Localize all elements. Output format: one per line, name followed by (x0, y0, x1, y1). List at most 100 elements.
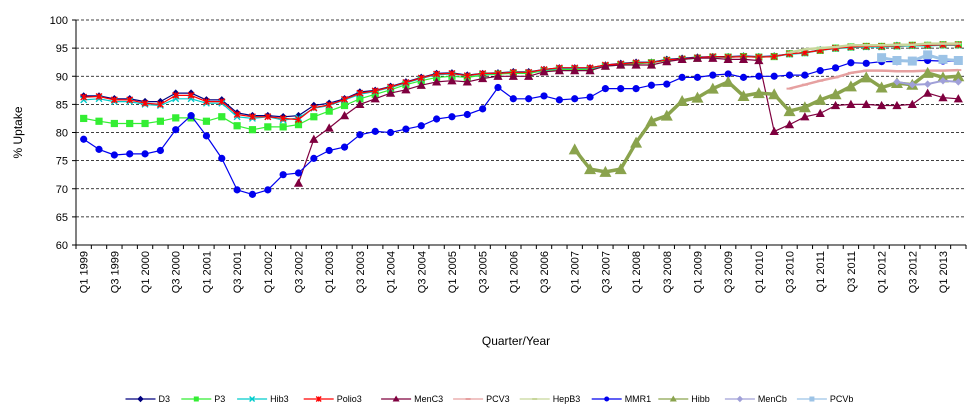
legend-marker-mmr1 (604, 396, 610, 402)
legend-item-mmr1: MMR1 (591, 394, 652, 404)
legend-item-p3: P3 (181, 394, 225, 404)
data-point-polio3 (433, 70, 441, 78)
data-point-menc3 (738, 54, 749, 63)
legend-label-pcv3: PCV3 (486, 394, 510, 404)
data-point-menc3 (355, 99, 365, 108)
data-point-mmr1 (617, 85, 625, 93)
data-point-mmr1 (80, 135, 88, 143)
y-tick-label-65: 65 (56, 212, 68, 224)
data-point-mmr1 (371, 127, 379, 135)
data-point-polio3 (126, 96, 134, 104)
data-point-hibb (844, 80, 857, 92)
x-tick-label: Q1 2000 (140, 251, 152, 293)
data-point-menc3 (416, 80, 426, 89)
data-point-hibb (814, 93, 827, 105)
series-line-menc3 (297, 57, 959, 184)
data-point-menc3 (784, 120, 795, 129)
data-point-mmr1 (356, 131, 364, 139)
x-tick-label: Q1 2007 (570, 251, 582, 293)
legend-item-pcv3: PCV3 (453, 394, 510, 404)
data-point-mmr1 (218, 154, 226, 162)
data-point-polio3 (202, 98, 210, 106)
legend-item-d3: D3 (125, 394, 170, 404)
data-point-mmr1 (141, 150, 149, 158)
data-point-mmr1 (525, 95, 533, 103)
series-pcv3 (786, 68, 962, 90)
data-point-mencb (893, 78, 901, 86)
legend-item-hepb3: HepB3 (519, 394, 580, 404)
series-polio3 (80, 41, 962, 124)
data-point-pcvb (907, 56, 917, 66)
data-point-hibb (737, 89, 750, 101)
x-tick-label: Q1 2008 (631, 251, 643, 293)
data-point-p3 (95, 117, 103, 125)
data-point-mmr1 (463, 110, 471, 119)
y-tick-label-60: 60 (56, 240, 68, 252)
data-point-mmr1 (816, 67, 824, 75)
data-point-pcvb (938, 54, 948, 64)
data-point-hibb (921, 66, 934, 78)
data-point-menc3 (401, 85, 411, 94)
data-point-menc3 (554, 66, 564, 75)
data-point-mmr1 (233, 186, 241, 194)
data-point-mmr1 (540, 92, 548, 100)
data-point-hibb (614, 163, 627, 175)
data-point-menc3 (539, 67, 549, 76)
data-point-mmr1 (509, 95, 517, 103)
data-point-p3 (156, 117, 164, 125)
data-point-hibb (660, 109, 673, 121)
data-point-p3 (80, 114, 88, 123)
series-hib3 (80, 41, 962, 124)
series-mmr1 (80, 56, 962, 198)
data-point-mmr1 (187, 112, 195, 120)
y-axis-title: % Uptake (11, 106, 25, 158)
series-pcvb (877, 50, 963, 66)
x-tick-label: Q3 2001 (232, 251, 244, 293)
data-point-mmr1 (601, 85, 609, 93)
data-point-mmr1 (172, 126, 180, 134)
data-point-p3 (264, 123, 272, 131)
data-point-pcvb (877, 53, 887, 63)
y-tick-label-75: 75 (56, 156, 68, 168)
data-point-menc3 (830, 100, 841, 110)
legend-label-hib3: Hib3 (270, 394, 289, 404)
data-point-mmr1 (310, 154, 318, 162)
data-point-mmr1 (632, 85, 640, 93)
data-point-mmr1 (770, 72, 778, 80)
data-point-polio3 (295, 116, 302, 124)
x-tick-label: Q3 2004 (416, 251, 428, 293)
data-point-polio3 (448, 69, 456, 77)
data-point-hibb (798, 101, 811, 113)
data-point-mencb (954, 78, 963, 86)
data-point-menc3 (309, 134, 319, 143)
data-point-p3 (340, 101, 349, 110)
series-line-p3 (83, 44, 959, 131)
legend-marker-mencb (736, 395, 744, 403)
data-point-hibb (706, 82, 719, 94)
y-tick-label-90: 90 (56, 71, 68, 83)
data-point-hibb (722, 75, 735, 87)
data-point-polio3 (95, 93, 103, 100)
legend-item-hibb: Hibb (658, 394, 710, 404)
x-tick-label: Q3 2011 (846, 251, 858, 292)
data-point-mencb (908, 80, 917, 89)
x-tick-label: Q3 2009 (723, 251, 735, 293)
series-p3 (80, 41, 962, 134)
legend-item-mencb: MenCb (724, 394, 787, 404)
data-point-mmr1 (801, 71, 809, 79)
data-point-p3 (141, 119, 149, 128)
data-point-hibb (676, 95, 689, 106)
series-d3 (79, 41, 963, 121)
data-point-mmr1 (110, 151, 118, 159)
legend-label-mmr1: MMR1 (625, 394, 652, 404)
data-point-menc3 (324, 123, 334, 132)
data-point-mmr1 (479, 105, 487, 113)
data-point-mmr1 (402, 125, 410, 133)
series-line-mmr1 (83, 59, 959, 195)
data-point-hibb (691, 91, 704, 103)
data-point-mmr1 (647, 81, 656, 89)
x-axis-ticks: Q1 1999 Q3 1999 Q1 2000 Q3 2000 Q1 2001 Q3 20… (75, 245, 967, 293)
data-point-hibb (783, 105, 796, 117)
data-point-hibb (952, 70, 965, 82)
